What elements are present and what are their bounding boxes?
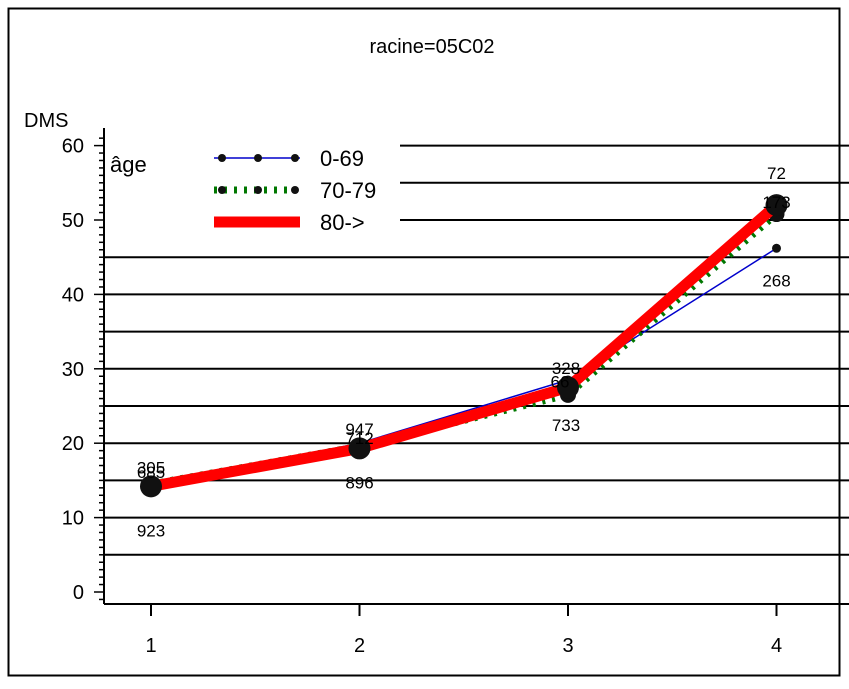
data-label: 947 (345, 420, 373, 439)
legend-marker (254, 154, 262, 162)
data-point (557, 376, 579, 399)
data-label: 685 (137, 463, 165, 482)
data-label: 328 (552, 359, 580, 378)
legend-marker (291, 186, 299, 194)
legend-marker (218, 154, 226, 162)
data-label: 66 (551, 372, 570, 391)
data-label: 733 (552, 416, 580, 435)
data-point (772, 243, 781, 253)
grid-lines (104, 144, 849, 556)
y-tick-label: 60 (62, 136, 84, 158)
series-70-79 (143, 206, 785, 493)
legend-label: 0-69 (320, 146, 364, 171)
legend-title: âge (110, 152, 147, 177)
y-axis-label: DMS (24, 110, 68, 132)
data-label: 305 (137, 459, 165, 478)
axes: 0 10 20 30 40 50 60 1 2 3 4 (62, 128, 849, 657)
data-label: 72 (767, 164, 786, 183)
data-label: 173 (762, 193, 790, 212)
legend: âge 0-69 70-79 80-> (110, 146, 376, 235)
legend-label: 70-79 (320, 178, 376, 203)
legend-marker (218, 186, 226, 194)
y-tick-label: 20 (62, 433, 84, 455)
data-label: 923 (137, 521, 165, 540)
y-tick-label: 10 (62, 508, 84, 530)
x-tick-label: 2 (354, 635, 365, 657)
data-labels-layer: 305 947 328 268 685 712 733 173 923 896 66 72 (137, 164, 791, 540)
y-tick-label: 0 (73, 582, 84, 604)
chart-title: racine=05C02 (369, 36, 494, 58)
x-tick-label: 3 (562, 635, 573, 657)
series-line (150, 200, 781, 492)
y-tick-label: 40 (62, 284, 84, 306)
outer-border (7, 7, 841, 677)
y-tick-label: 50 (62, 210, 84, 232)
legend-marker (291, 154, 299, 162)
data-point (140, 475, 162, 498)
x-tick-label: 4 (771, 635, 782, 657)
data-point (348, 437, 371, 460)
data-label: 712 (345, 429, 373, 448)
legend-marker (254, 186, 262, 194)
y-tick-label: 30 (62, 359, 84, 381)
x-tick-label: 1 (145, 635, 156, 657)
series-80-> (140, 194, 788, 498)
series-layer (140, 194, 788, 498)
data-point (765, 194, 788, 217)
data-label: 268 (762, 271, 790, 290)
data-label: 896 (345, 473, 373, 492)
legend-label: 80-> (320, 210, 365, 235)
